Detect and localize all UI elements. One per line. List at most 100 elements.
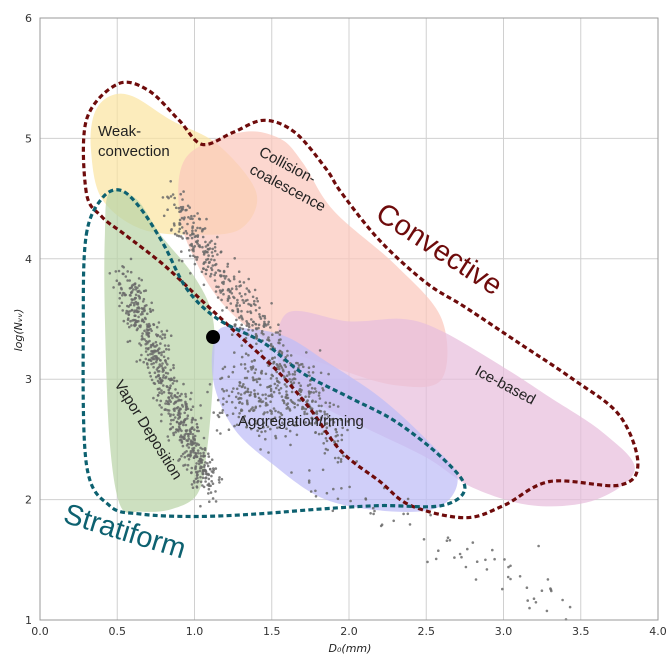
data-point	[249, 303, 252, 307]
data-point	[131, 319, 134, 322]
data-point	[171, 396, 174, 400]
data-point	[230, 292, 234, 295]
data-point	[273, 416, 277, 420]
label-weak-convection: Weak-convection	[98, 123, 170, 160]
data-point	[304, 395, 307, 399]
data-point	[334, 434, 338, 438]
data-point	[314, 489, 317, 493]
data-point	[280, 413, 284, 417]
data-point	[178, 407, 182, 411]
data-point	[253, 299, 256, 303]
data-point	[232, 295, 235, 299]
data-point	[178, 218, 182, 222]
data-point	[136, 327, 139, 330]
data-point	[422, 538, 426, 541]
data-point	[207, 261, 211, 265]
data-point	[183, 437, 186, 440]
data-point	[202, 472, 205, 476]
data-point	[266, 385, 269, 389]
data-point	[244, 299, 247, 303]
y-tick-label: 5	[25, 132, 32, 145]
data-point	[173, 224, 176, 227]
data-point	[219, 250, 223, 253]
data-point	[162, 390, 166, 394]
data-point	[166, 208, 169, 211]
y-tick-label: 6	[25, 12, 32, 25]
data-point	[206, 464, 210, 468]
data-point	[258, 404, 262, 408]
data-point	[181, 444, 185, 448]
data-point	[138, 342, 141, 345]
data-point	[285, 374, 289, 378]
data-point	[189, 430, 192, 434]
data-point	[270, 302, 273, 305]
data-point	[178, 457, 181, 461]
data-point	[243, 414, 246, 418]
data-point	[292, 381, 296, 385]
data-point	[195, 485, 199, 488]
data-point	[121, 291, 125, 295]
data-point	[163, 344, 167, 347]
data-point	[298, 393, 302, 397]
data-point	[239, 363, 243, 366]
data-point	[325, 439, 329, 443]
data-point	[325, 413, 329, 416]
data-point	[222, 269, 226, 273]
data-point	[212, 467, 215, 470]
data-point	[311, 371, 315, 374]
data-point	[241, 327, 245, 331]
data-point	[210, 458, 214, 462]
data-point	[155, 368, 159, 371]
data-point	[222, 292, 225, 296]
data-point	[150, 356, 153, 360]
data-point	[245, 287, 249, 290]
data-point	[211, 497, 215, 500]
data-point	[220, 298, 223, 302]
data-point	[206, 265, 210, 269]
data-point	[194, 452, 198, 456]
data-point	[196, 451, 200, 455]
data-point	[278, 415, 282, 419]
data-point	[304, 407, 308, 411]
data-point	[176, 396, 179, 399]
data-point	[546, 578, 550, 581]
data-point	[171, 382, 175, 385]
data-point	[262, 324, 266, 328]
data-point	[180, 454, 183, 458]
data-point	[305, 351, 308, 354]
data-point	[145, 362, 149, 365]
data-point	[341, 426, 345, 430]
data-point	[246, 387, 250, 391]
data-point	[137, 310, 140, 313]
data-point	[312, 391, 316, 394]
data-point	[193, 434, 197, 438]
data-point	[270, 373, 274, 377]
data-point	[369, 512, 372, 515]
data-point	[178, 422, 182, 425]
data-point	[325, 491, 329, 495]
data-point	[162, 384, 165, 387]
data-point	[315, 412, 319, 415]
data-point	[257, 396, 261, 400]
data-point	[181, 205, 185, 209]
data-point	[340, 487, 343, 490]
data-point	[237, 392, 240, 395]
data-point	[166, 435, 170, 438]
data-point	[227, 288, 230, 291]
data-point	[134, 323, 137, 327]
data-point	[225, 400, 228, 404]
data-point	[314, 400, 317, 404]
data-point	[246, 390, 250, 394]
data-point	[336, 461, 340, 464]
data-point	[147, 334, 150, 338]
data-point	[121, 265, 124, 268]
x-tick-label: 4.0	[649, 625, 667, 638]
data-point	[171, 425, 175, 429]
data-point	[187, 432, 190, 436]
data-point	[242, 281, 246, 284]
data-point	[180, 250, 183, 253]
data-point	[204, 480, 207, 483]
data-point	[194, 441, 197, 445]
data-point	[128, 279, 131, 282]
